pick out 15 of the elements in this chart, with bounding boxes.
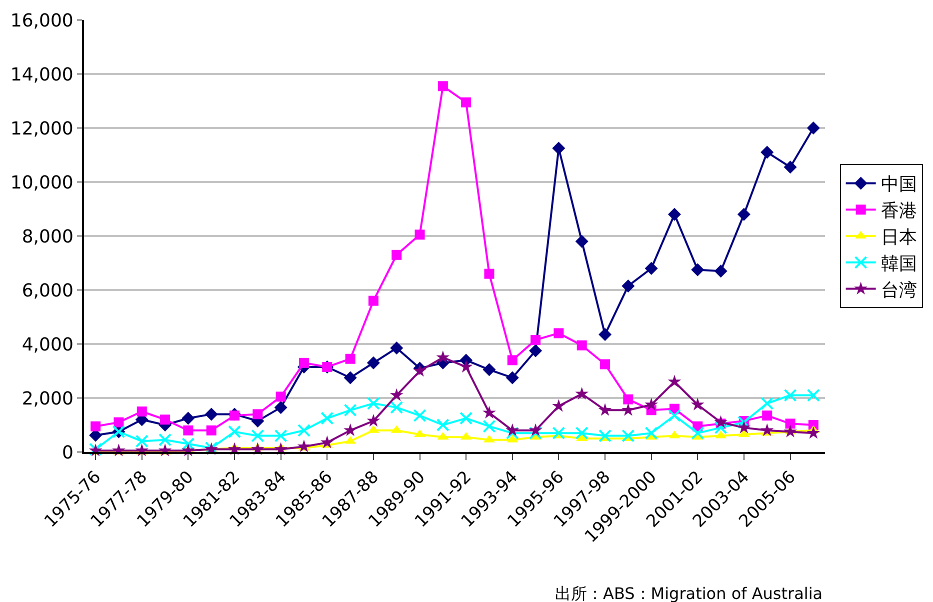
y-tick-label: 8,000	[22, 226, 74, 248]
legend-label: 香港	[880, 200, 917, 222]
y-tick-label: 4,000	[22, 334, 74, 356]
y-tick-label: 6,000	[22, 280, 74, 302]
y-tick-label: 12,000	[10, 118, 74, 140]
y-tick-label: 10,000	[10, 172, 74, 194]
y-tick-label: 16,000	[10, 10, 74, 32]
legend-label: 台湾	[880, 280, 917, 301]
legend-label: 日本	[880, 227, 917, 248]
text: 出所：ABS：Migration of Australia	[555, 584, 823, 602]
legend-label: 中国	[880, 174, 917, 196]
y-tick-label: 0	[62, 442, 74, 464]
y-tick-label: 2,000	[22, 388, 74, 410]
y-tick-label: 14,000	[10, 64, 74, 86]
legend-label: 韓国	[880, 253, 917, 274]
